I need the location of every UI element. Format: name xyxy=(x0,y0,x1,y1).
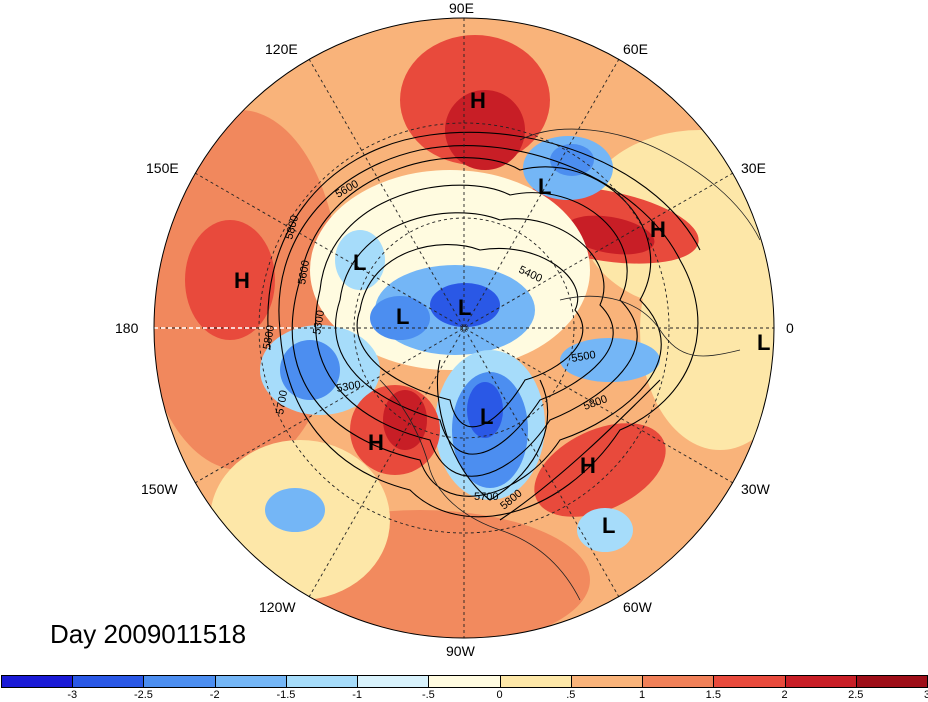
colorbar-cell xyxy=(357,675,430,688)
colorbar-tick-label: -2 xyxy=(209,689,220,701)
colorbar-cell xyxy=(214,675,287,688)
colorbar-cell xyxy=(143,675,216,688)
colorbar-tick-label: 0 xyxy=(496,689,503,701)
lon-label-bottom: 90W xyxy=(446,643,475,659)
contour-label: 5700 xyxy=(274,389,290,415)
contour-label: 5500 xyxy=(570,349,596,365)
contour-label: 5600 xyxy=(296,259,312,285)
contour-label: 5700 xyxy=(474,491,498,503)
lon-label-bottom-right: 60W xyxy=(623,599,652,615)
lon-label-bottom-left: 120W xyxy=(259,599,296,615)
colorbar-tick-label: 2 xyxy=(781,689,788,701)
high-atlantic: H xyxy=(580,453,596,478)
colorbar-tick-label: -1.5 xyxy=(276,689,296,701)
lon-label-right: 0 xyxy=(786,320,794,336)
graticule xyxy=(154,18,774,638)
colorbar-cell xyxy=(642,675,715,688)
colorbar-cell xyxy=(1,675,74,688)
low-east-siberia: L xyxy=(353,250,366,275)
colorbar-tick-label: -3 xyxy=(67,689,78,701)
low-atlantic-edge: L xyxy=(757,330,770,355)
colorbar-cell xyxy=(499,675,572,688)
colorbar-tick-label: -.5 xyxy=(421,689,435,701)
high-pacific: H xyxy=(234,268,250,293)
low-canada: L xyxy=(480,404,493,429)
colorbar-tick-label: 1 xyxy=(639,689,646,701)
colorbar-tick-label: .5 xyxy=(566,689,576,701)
colorbar-cell xyxy=(855,675,928,688)
colorbar-cell xyxy=(428,675,501,688)
colorbar-cell xyxy=(285,675,359,688)
high-siberia: H xyxy=(470,88,486,113)
colorbar-cell xyxy=(784,675,857,688)
contour-label: 5300 xyxy=(311,309,327,335)
lon-label-left-upper: 150E xyxy=(146,160,179,176)
low-scandinavia: L xyxy=(538,174,551,199)
lon-label-left: 180 xyxy=(115,320,139,336)
lon-label-left-lower: 150W xyxy=(141,481,178,497)
lon-label-top: 90E xyxy=(449,0,474,16)
colorbar-cell xyxy=(72,675,145,688)
colorbar-tick-label: 3 xyxy=(923,689,928,701)
colorbar-tick-label: -2.5 xyxy=(133,689,153,701)
contour-label: 5300 xyxy=(335,379,361,395)
polar-stereographic-map: H L H H L L L L L H H L 5600 5800 5600 5… xyxy=(153,17,775,639)
low-subtropical-atlantic: L xyxy=(602,513,615,538)
lon-label-right-lower: 30W xyxy=(741,481,770,497)
colorbar-tick-label: -1 xyxy=(352,689,363,701)
map-title: Day 2009011518 xyxy=(50,619,247,649)
map-boundary xyxy=(153,17,775,639)
colorbar: -3 -2.5 -2 -1.5 -1 -.5 0 .5 1 1.5 2 2.5 3 xyxy=(0,675,928,702)
lon-label-top-right: 60E xyxy=(623,41,648,57)
lon-label-right-upper: 30E xyxy=(741,160,766,176)
high-europe: H xyxy=(650,217,666,242)
colorbar-tick-label: 1.5 xyxy=(705,689,721,701)
height-contours xyxy=(267,131,701,521)
coastlines xyxy=(379,128,761,601)
colorbar-cell xyxy=(713,675,786,688)
colorbar-cell xyxy=(570,675,644,688)
low-arctic-1: L xyxy=(458,295,471,320)
colorbar-tick-label: 2.5 xyxy=(848,689,864,701)
low-arctic-2: L xyxy=(396,304,409,329)
high-west-america: H xyxy=(368,430,384,455)
lon-label-top-left: 120E xyxy=(265,41,298,57)
contour-label: 5800 xyxy=(261,324,277,350)
